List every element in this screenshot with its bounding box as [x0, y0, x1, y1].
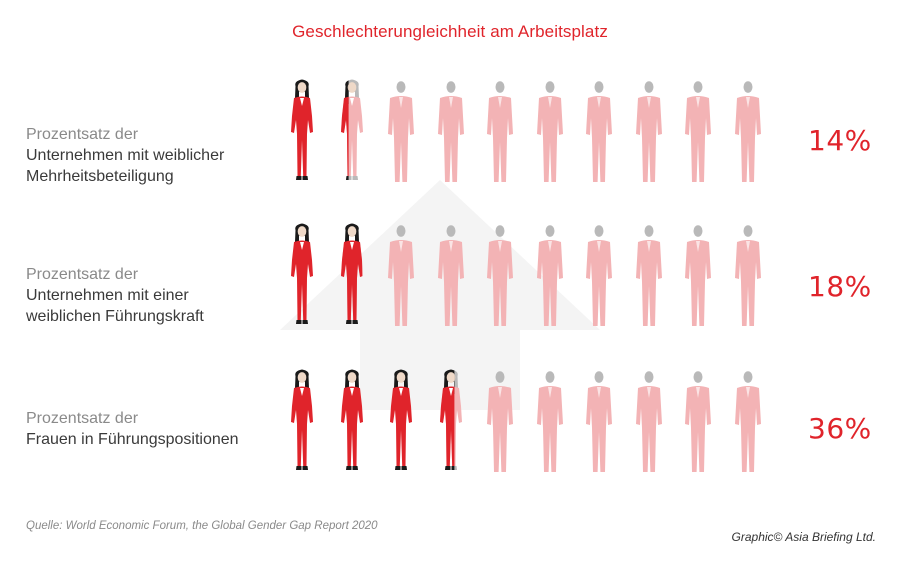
- value-label: 14%: [808, 124, 872, 157]
- man-figure-icon: [635, 81, 662, 182]
- man-figure-icon: [685, 225, 711, 326]
- chart-title: Geschlechterungleichheit am Arbeitsplatz: [292, 22, 608, 41]
- woman-figure-icon: [291, 223, 313, 324]
- man-figure-icon: [586, 225, 612, 326]
- row-label-line: Frauen in Führungspositionen: [26, 431, 239, 448]
- partial-woman-figure-icon: [340, 79, 363, 180]
- watermark-logo: [280, 180, 600, 410]
- man-figure-icon: [487, 81, 513, 182]
- woman-figure-icon: [340, 369, 363, 470]
- row-label-line: Unternehmen mit einer: [26, 287, 189, 304]
- man-figure-icon: [586, 371, 612, 472]
- source-note: Quelle: World Economic Forum, the Global…: [26, 520, 378, 532]
- man-figure-icon: [536, 225, 563, 326]
- man-figure-icon: [437, 225, 464, 326]
- man-figure-icon: [388, 81, 414, 182]
- pictogram-row: [285, 222, 795, 334]
- man-figure-icon: [635, 225, 662, 326]
- man-figure-icon: [487, 371, 513, 472]
- man-figure-icon: [388, 225, 414, 326]
- value-label: 36%: [808, 412, 872, 445]
- man-figure-icon: [685, 371, 711, 472]
- row-label-line: weiblichen Führungskraft: [26, 308, 204, 325]
- woman-figure-icon: [390, 369, 412, 470]
- row-label-line: Unternehmen mit weiblicher: [26, 147, 225, 164]
- pictogram-row: [285, 78, 795, 190]
- man-figure-icon: [635, 371, 662, 472]
- row-label-line: Prozentsatz der: [26, 266, 139, 283]
- row-label: Prozentsatz der Frauen in Führungspositi…: [26, 408, 286, 450]
- man-figure-icon: [536, 371, 563, 472]
- partial-woman-figure-icon: [439, 369, 462, 470]
- man-figure-icon: [487, 225, 513, 326]
- pictogram-row: [285, 368, 795, 480]
- row-label-line: Prozentsatz der: [26, 126, 139, 143]
- credit-note: Graphic© Asia Briefing Ltd.: [731, 530, 876, 544]
- woman-figure-icon: [291, 369, 313, 470]
- man-figure-icon: [734, 81, 761, 182]
- partial-woman-figure-icon: [340, 223, 363, 324]
- row-label: Prozentsatz der Unternehmen mit weiblich…: [26, 124, 286, 187]
- man-figure-icon: [734, 225, 761, 326]
- man-figure-icon: [437, 81, 464, 182]
- row-label: Prozentsatz der Unternehmen mit einer we…: [26, 264, 286, 327]
- man-figure-icon: [586, 81, 612, 182]
- value-label: 18%: [808, 270, 872, 303]
- row-label-line: Mehrheitsbeteiligung: [26, 168, 174, 185]
- man-figure-icon: [734, 371, 761, 472]
- man-figure-icon: [536, 81, 563, 182]
- row-label-line: Prozentsatz der: [26, 410, 139, 427]
- man-figure-icon: [685, 81, 711, 182]
- woman-figure-icon: [291, 79, 313, 180]
